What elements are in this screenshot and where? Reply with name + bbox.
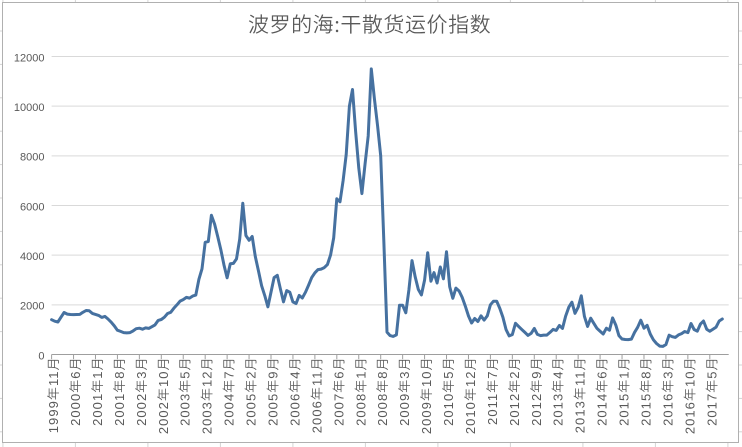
svg-text:2005年2月: 2005年2月 [241, 356, 260, 426]
svg-text:8000: 8000 [20, 149, 44, 165]
svg-text:2002年3月: 2002年3月 [131, 356, 150, 426]
svg-text:2009年3月: 2009年3月 [394, 356, 413, 426]
svg-text:2006年11月: 2006年11月 [306, 356, 325, 433]
svg-text:1999年11月: 1999年11月 [43, 356, 62, 433]
svg-text:2016年10月: 2016年10月 [679, 356, 698, 434]
svg-text:2001年1月: 2001年1月 [87, 356, 106, 426]
svg-text:2008年1月: 2008年1月 [350, 356, 369, 426]
svg-text:2001年8月: 2001年8月 [109, 356, 128, 426]
svg-text:2009年10月: 2009年10月 [416, 356, 435, 434]
svg-text:2012年9月: 2012年9月 [526, 356, 545, 426]
svg-text:2007年6月: 2007年6月 [328, 356, 347, 426]
svg-text:2010年12月: 2010年12月 [460, 356, 479, 434]
svg-text:2008年8月: 2008年8月 [372, 356, 391, 426]
svg-text:2010年5月: 2010年5月 [438, 356, 457, 426]
svg-text:波罗的海:干散货运价指数: 波罗的海:干散货运价指数 [248, 9, 491, 39]
svg-text:2003年5月: 2003年5月 [175, 356, 194, 426]
svg-text:2011年7月: 2011年7月 [482, 356, 501, 425]
svg-text:2004年7月: 2004年7月 [219, 356, 238, 426]
svg-text:2002年10月: 2002年10月 [153, 356, 172, 434]
svg-text:4000: 4000 [20, 248, 44, 264]
svg-text:2005年9月: 2005年9月 [263, 356, 282, 426]
svg-text:2000: 2000 [20, 298, 44, 314]
svg-text:2014年6月: 2014年6月 [592, 356, 611, 426]
svg-text:2013年4月: 2013年4月 [548, 356, 567, 426]
svg-text:2016年3月: 2016年3月 [657, 356, 676, 426]
svg-text:2012年2月: 2012年2月 [504, 356, 523, 426]
svg-text:12000: 12000 [14, 49, 45, 65]
svg-text:2015年1月: 2015年1月 [614, 356, 633, 426]
svg-text:6000: 6000 [20, 198, 44, 214]
svg-text:0: 0 [38, 347, 44, 363]
svg-text:10000: 10000 [14, 99, 45, 115]
svg-text:2003年12月: 2003年12月 [197, 356, 216, 434]
svg-text:2006年4月: 2006年4月 [284, 356, 303, 426]
svg-text:2015年8月: 2015年8月 [635, 356, 654, 426]
svg-text:2000年6月: 2000年6月 [65, 356, 84, 426]
svg-text:2017年5月: 2017年5月 [701, 356, 720, 426]
svg-text:2013年11月: 2013年11月 [570, 356, 589, 433]
